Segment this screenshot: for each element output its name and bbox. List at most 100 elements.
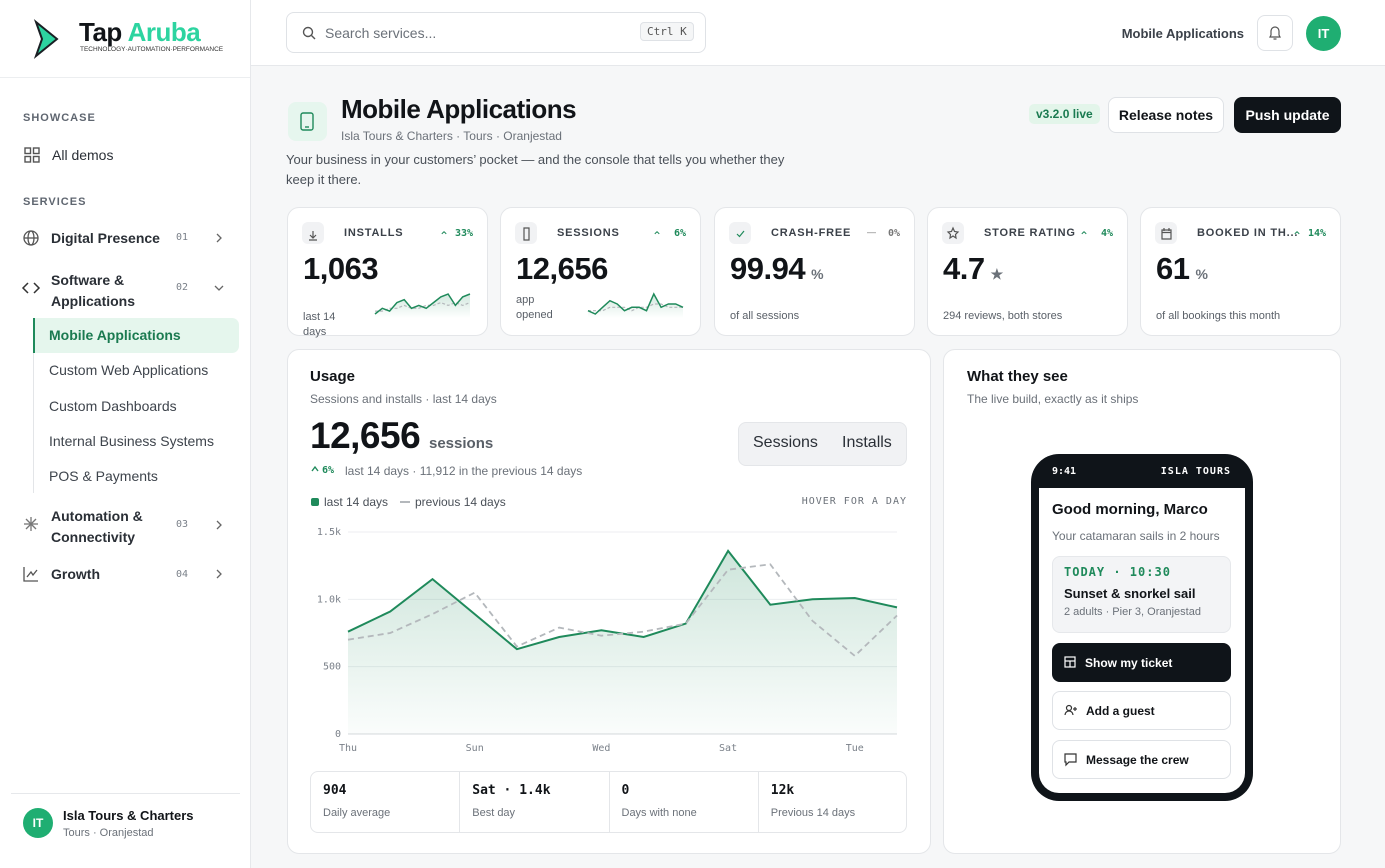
page-icon-box: [288, 102, 327, 141]
phone-button[interactable]: Message the crew: [1052, 740, 1231, 779]
button[interactable]: Release notes: [1108, 97, 1224, 133]
usage-chart: 0 500 1.0k 1.5k Thu Sun Wed Sat Tue: [317, 527, 898, 754]
element: [300, 112, 314, 131]
code-icon: [21, 282, 41, 294]
page-title: Mobile Applications: [341, 94, 577, 124]
kpi-note: of all sessions: [730, 310, 800, 322]
page-subtitle: Isla Tours & Charters · Tours · Oranjest…: [341, 129, 562, 143]
bell-button[interactable]: [1257, 15, 1293, 51]
tab[interactable]: Sessions: [753, 434, 818, 451]
kpi-number: 61: [1156, 251, 1190, 286]
series-area: [348, 550, 897, 734]
kpi-icon-glyph: [523, 227, 530, 241]
sparkline: [587, 292, 684, 318]
ticket: [1052, 556, 1231, 633]
kpi-unit: ★: [990, 266, 1004, 282]
comparison: last 14 days · 11,912 in the previous 14…: [345, 464, 583, 478]
growth-icon: [23, 567, 38, 582]
card-title: Usage: [310, 368, 356, 385]
kpi-number: 99.94: [730, 251, 806, 286]
element: [1064, 710, 1074, 716]
spark-icon: [24, 517, 38, 531]
subnav-item[interactable]: Mobile Applications: [49, 327, 181, 343]
stat-label: Days with none: [621, 807, 697, 819]
hint: HOVER FOR A DAY: [801, 496, 907, 507]
icon-path: [309, 231, 317, 241]
kpi-value: 1,063: [303, 251, 379, 287]
ticket-name: Sunset & snorkel sail: [1064, 586, 1196, 601]
brand: Tap Aruba: [79, 17, 201, 47]
nav-item[interactable]: Growth: [51, 566, 100, 582]
kpi-number: 4.7: [943, 251, 985, 286]
kpi-icon-glyph: [946, 226, 960, 240]
kpi-arrow: —: [867, 227, 876, 237]
chevron: [216, 520, 222, 530]
avatar[interactable]: IT: [1306, 16, 1341, 51]
search-box[interactable]: [286, 12, 706, 53]
kpi-value: 4.7 ★: [943, 251, 1003, 287]
logo-mark: [33, 18, 59, 60]
nav-item[interactable]: Software & Applications: [51, 272, 136, 309]
phone-button[interactable]: Show my ticket: [1052, 643, 1231, 682]
element: [24, 147, 40, 163]
x-tick-label: Tue: [846, 743, 864, 754]
x-tick-label: Sat: [719, 743, 737, 754]
tab[interactable]: Installs: [842, 434, 892, 451]
element: [1064, 704, 1077, 716]
section-label: SERVICES: [23, 196, 87, 208]
page-description: Your business in your customers’ pocket …: [286, 152, 785, 187]
y-tick-label: 0: [335, 729, 341, 740]
status-carrier: ISLA TOURS: [1160, 466, 1231, 477]
brand-b: Aruba: [127, 17, 201, 47]
ticket-icon: [1064, 656, 1076, 668]
element: [214, 285, 224, 291]
x-tick-label: Sun: [466, 743, 484, 754]
sparkline-prev: [588, 303, 683, 312]
phone-button[interactable]: Add a guest: [1052, 691, 1231, 730]
stats-divider: [608, 772, 610, 832]
card-subtitle: Sessions and installs · last 14 days: [310, 392, 497, 406]
nav-item[interactable]: All demos: [52, 147, 114, 163]
ticket-when: TODAY · 10:30: [1064, 565, 1171, 579]
greeting: Good morning, Marco: [1052, 501, 1208, 518]
subnav-item[interactable]: POS & Payments: [49, 468, 158, 484]
chevron: [216, 233, 222, 243]
kpi-number: 1,063: [303, 251, 379, 286]
element: [24, 517, 38, 531]
element: [1064, 753, 1077, 767]
subnav-item[interactable]: Custom Dashboards: [49, 398, 177, 414]
element: [32, 147, 40, 155]
element: [1064, 656, 1076, 668]
avatar[interactable]: IT: [23, 808, 53, 838]
tree-line: [33, 353, 34, 493]
card-subtitle: The live build, exactly as it ships: [967, 392, 1139, 406]
grid-icon: [24, 147, 40, 163]
kpi-icon-glyph: [736, 230, 745, 238]
subnav-item[interactable]: Internal Business Systems: [49, 433, 214, 449]
subnav-item[interactable]: Custom Web Applications: [49, 362, 209, 378]
y-tick-label: 1.0k: [317, 594, 341, 605]
sparkline: [374, 293, 471, 315]
sparkline-area: [588, 294, 683, 318]
legend-swatch: [311, 498, 319, 506]
brand-a: Tap: [79, 17, 122, 47]
divider: [0, 77, 250, 78]
button[interactable]: Push update: [1234, 97, 1341, 133]
kpi-arrow: ⌃: [438, 229, 449, 243]
element: [216, 520, 222, 530]
message-icon: [1064, 753, 1077, 767]
nav-item[interactable]: Automation & Connectivity: [51, 508, 143, 545]
element: [23, 230, 39, 246]
card-title: What they see: [967, 368, 1068, 385]
stats-divider: [757, 772, 759, 832]
kpi-icon-glyph: [1161, 228, 1172, 240]
nav-number: 02: [176, 282, 189, 293]
search-placeholder: Search services...: [325, 25, 437, 41]
nav-item[interactable]: Digital Presence: [51, 230, 160, 246]
kpi-value: 61%: [1156, 251, 1208, 287]
nav-number: 04: [176, 569, 189, 580]
kpi-label: INSTALLS: [344, 227, 404, 239]
sparkline: [374, 293, 471, 318]
kpi-note: last 14 days: [303, 311, 336, 338]
kpi-label: SESSIONS: [557, 227, 620, 239]
